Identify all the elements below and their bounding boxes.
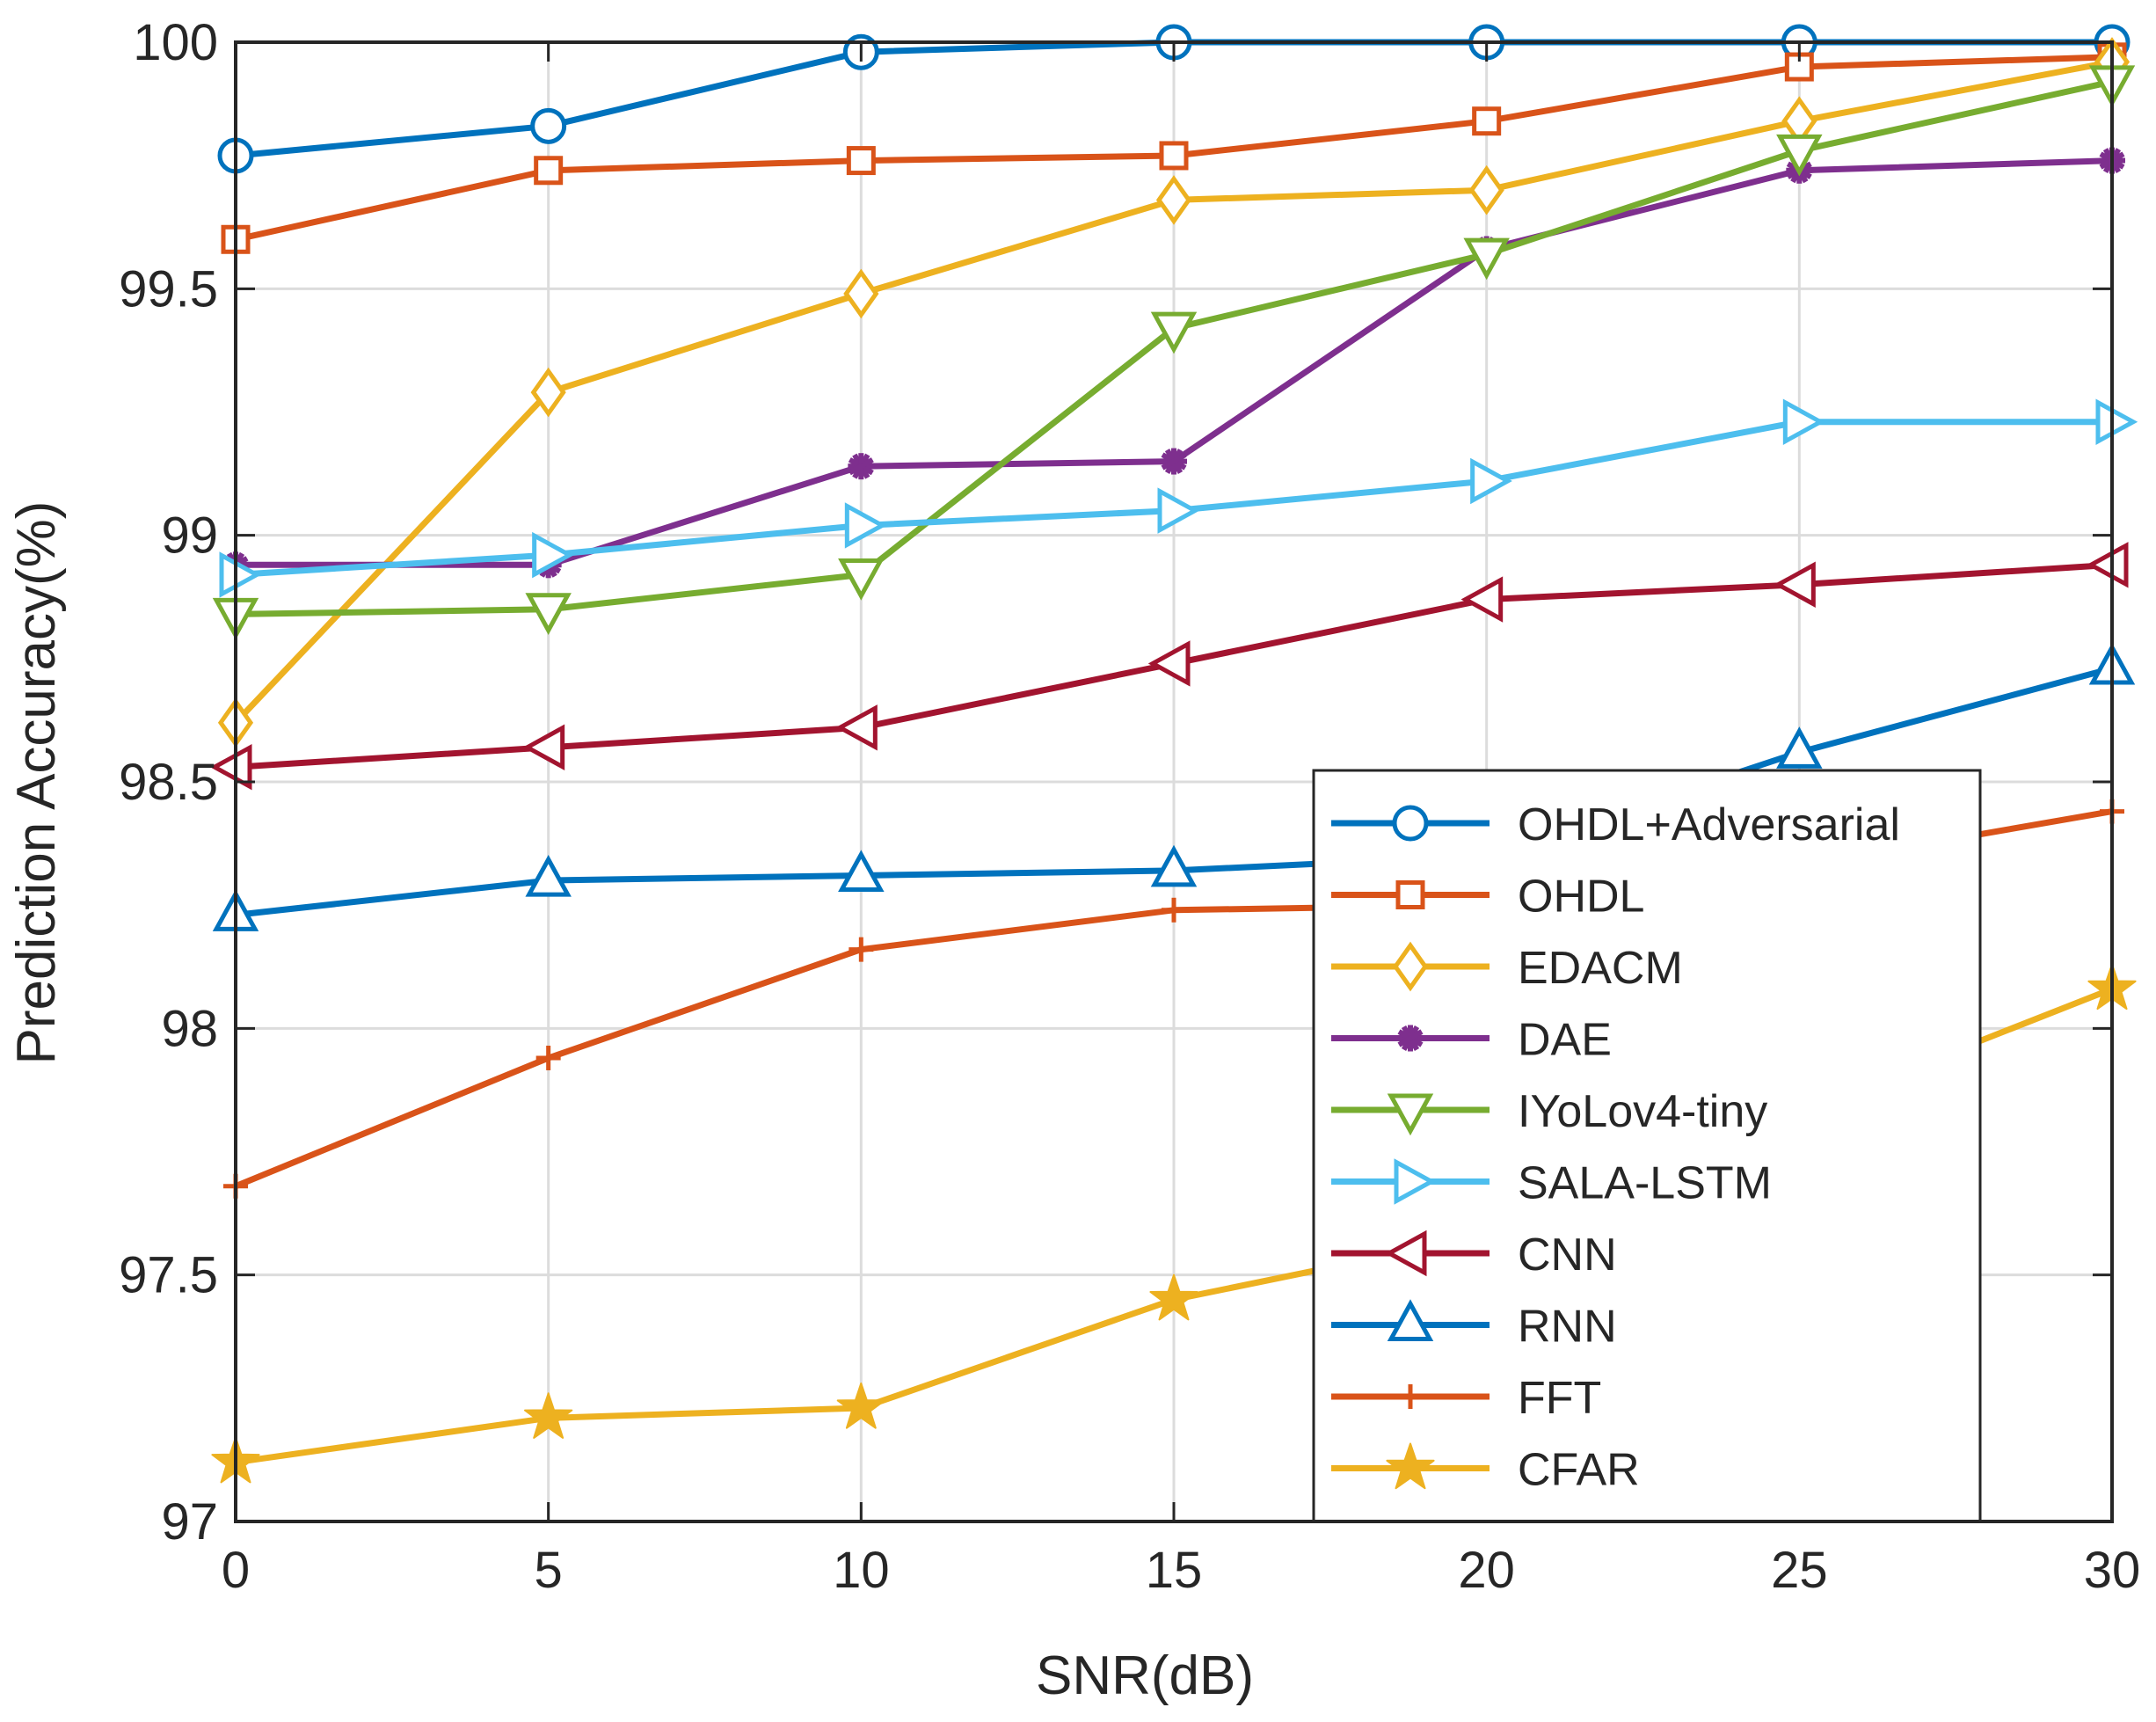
data-point	[838, 558, 885, 601]
legend-label: EDACM	[1518, 943, 1683, 994]
legend: OHDL+Adversarial OHDL EDACM DAE IYoLov4-tiny…	[1312, 769, 1982, 1522]
legend-marker	[1386, 1442, 1435, 1490]
data-point	[1155, 175, 1192, 225]
data-point	[835, 704, 878, 751]
data-point	[838, 850, 885, 893]
legend-item: RNN	[1331, 1299, 1617, 1353]
data-point	[1460, 576, 1504, 623]
legend-item: EDACM	[1331, 941, 1683, 994]
legend-label: OHDL+Adversarial	[1518, 799, 1900, 850]
data-point	[530, 107, 567, 144]
data-point	[2086, 542, 2129, 588]
series-sala-lstm	[219, 398, 2138, 598]
data-point	[1776, 134, 1823, 177]
legend-item: IYoLov4-tiny	[1331, 1086, 1767, 1137]
data-point	[1470, 457, 1512, 505]
legend-marker	[1387, 1093, 1434, 1136]
legend-label: SALA-LSTM	[1518, 1158, 1772, 1209]
data-point	[530, 367, 566, 418]
legend-marker	[1387, 1299, 1434, 1341]
data-point	[532, 531, 574, 579]
data-point	[1147, 640, 1191, 687]
legend-marker	[1395, 880, 1425, 909]
legend-marker	[1392, 805, 1429, 842]
x-tick-label: 30	[2084, 1542, 2141, 1599]
series-edacm	[217, 37, 2131, 748]
data-point	[844, 502, 887, 549]
y-tick-label: 99.5	[119, 260, 218, 317]
data-point	[836, 1383, 885, 1429]
x-tick-label: 10	[833, 1542, 890, 1599]
legend-marker	[1398, 1384, 1423, 1409]
data-point	[209, 743, 252, 791]
x-tick-label: 25	[1771, 1542, 1828, 1599]
data-point	[846, 146, 876, 176]
data-point	[534, 156, 564, 186]
y-axis-label: Prediction Accuracy(%)	[6, 501, 67, 1065]
legend-item: OHDL	[1331, 872, 1644, 923]
legend-label: CNN	[1518, 1229, 1617, 1281]
legend-label: OHDL	[1518, 872, 1644, 923]
data-point	[843, 268, 879, 319]
legend-marker	[1384, 1229, 1427, 1277]
data-point	[848, 453, 875, 480]
legend-item: CNN	[1331, 1229, 1617, 1281]
tick-labels: 0 5 10 15 20 25 30 97 97.5 98 98.5 99 99.5 100	[119, 14, 2140, 1599]
x-tick-label: 0	[222, 1542, 250, 1599]
y-tick-label: 97.5	[119, 1247, 218, 1304]
legend-marker	[1394, 1158, 1437, 1205]
legend-item: OHDL+Adversarial	[1331, 799, 1900, 850]
y-tick-label: 99	[161, 507, 218, 565]
legend-item: DAE	[1331, 1015, 1612, 1066]
legend-item: SALA-LSTM	[1331, 1158, 1772, 1209]
x-tick-label: 15	[1146, 1542, 1203, 1599]
data-point	[522, 724, 565, 770]
data-point	[524, 1392, 573, 1439]
data-point	[1774, 561, 1816, 608]
legend-label: DAE	[1518, 1015, 1612, 1066]
data-point	[1472, 106, 1502, 136]
y-tick-label: 97	[161, 1493, 218, 1551]
data-point	[1162, 897, 1186, 923]
series-cnn	[209, 542, 2129, 791]
legend-label: IYoLov4-tiny	[1518, 1086, 1767, 1137]
y-tick-label: 98	[161, 1000, 218, 1057]
data-point	[2095, 398, 2138, 445]
data-point	[1782, 398, 1825, 445]
y-tick-label: 100	[133, 14, 218, 71]
data-point	[535, 1045, 561, 1070]
y-tick-label: 98.5	[119, 754, 218, 811]
data-point	[219, 551, 262, 598]
data-point	[1149, 1273, 1198, 1321]
data-point	[1161, 448, 1187, 475]
data-point	[1157, 487, 1200, 534]
data-point	[1150, 311, 1198, 354]
data-point	[1468, 164, 1504, 215]
axes	[234, 40, 2114, 1523]
data-point	[1463, 237, 1510, 281]
data-point	[849, 937, 874, 962]
legend-marker	[1397, 1025, 1424, 1052]
legend-marker	[1392, 941, 1429, 992]
series-layer	[209, 24, 2138, 1484]
plot-frame	[234, 40, 2114, 1523]
data-point	[525, 593, 572, 635]
legend-item: FFT	[1331, 1373, 1601, 1424]
data-point	[525, 854, 572, 897]
legend-label: FFT	[1518, 1373, 1601, 1424]
legend-label: CFAR	[1518, 1445, 1640, 1496]
data-point	[1776, 726, 1823, 769]
x-tick-label: 20	[1458, 1542, 1515, 1599]
data-point	[1159, 141, 1189, 171]
legend-item: CFAR	[1331, 1442, 1640, 1496]
legend-label: RNN	[1518, 1302, 1617, 1353]
x-axis-label: SNR(dB)	[1036, 1645, 1254, 1706]
data-point	[1150, 844, 1198, 887]
x-tick-label: 5	[535, 1542, 563, 1599]
